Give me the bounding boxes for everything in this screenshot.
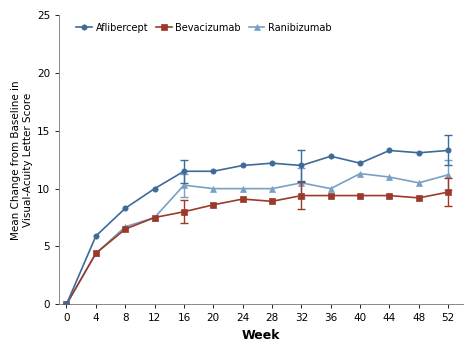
Ranibizumab	[269, 186, 275, 191]
Aflibercept	[416, 151, 422, 155]
Line: Aflibercept: Aflibercept	[64, 148, 451, 307]
Aflibercept	[181, 169, 187, 173]
Ranibizumab	[416, 181, 422, 185]
Bevacizumab	[357, 193, 363, 198]
Aflibercept	[93, 234, 99, 238]
Bevacizumab	[328, 193, 334, 198]
Ranibizumab	[181, 183, 187, 187]
X-axis label: Week: Week	[242, 329, 280, 342]
Aflibercept	[357, 161, 363, 165]
Bevacizumab	[299, 193, 304, 198]
Bevacizumab	[210, 203, 216, 207]
Ranibizumab	[240, 186, 246, 191]
Bevacizumab	[64, 302, 69, 306]
Ranibizumab	[122, 225, 128, 229]
Aflibercept	[269, 161, 275, 165]
Bevacizumab	[152, 215, 157, 220]
Bevacizumab	[93, 251, 99, 256]
Bevacizumab	[269, 199, 275, 203]
Ranibizumab	[328, 186, 334, 191]
Bevacizumab	[122, 227, 128, 231]
Aflibercept	[299, 163, 304, 168]
Aflibercept	[210, 169, 216, 173]
Aflibercept	[64, 302, 69, 306]
Bevacizumab	[416, 196, 422, 200]
Line: Ranibizumab: Ranibizumab	[64, 171, 451, 307]
Ranibizumab	[93, 251, 99, 256]
Ranibizumab	[357, 172, 363, 176]
Ranibizumab	[152, 215, 157, 220]
Bevacizumab	[181, 210, 187, 214]
Ranibizumab	[446, 173, 451, 177]
Line: Bevacizumab: Bevacizumab	[64, 190, 451, 307]
Bevacizumab	[387, 193, 392, 198]
Aflibercept	[387, 148, 392, 152]
Bevacizumab	[240, 197, 246, 201]
Aflibercept	[152, 186, 157, 191]
Legend: Aflibercept, Bevacizumab, Ranibizumab: Aflibercept, Bevacizumab, Ranibizumab	[76, 23, 332, 33]
Bevacizumab	[446, 190, 451, 194]
Ranibizumab	[387, 175, 392, 179]
Ranibizumab	[64, 302, 69, 306]
Aflibercept	[446, 148, 451, 152]
Ranibizumab	[210, 186, 216, 191]
Aflibercept	[240, 163, 246, 168]
Aflibercept	[328, 154, 334, 158]
Y-axis label: Mean Change from Baseline in
Visual-Acuity Letter Score: Mean Change from Baseline in Visual-Acui…	[11, 80, 33, 240]
Ranibizumab	[299, 181, 304, 185]
Aflibercept	[122, 206, 128, 210]
